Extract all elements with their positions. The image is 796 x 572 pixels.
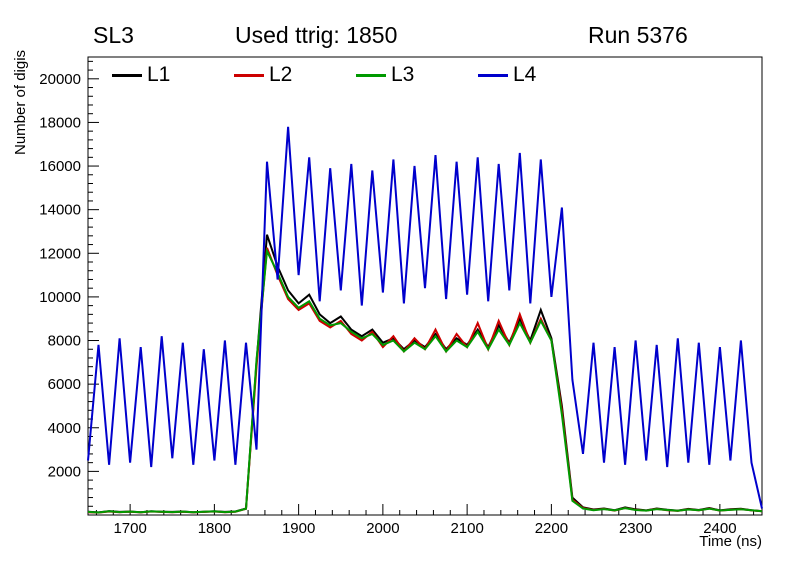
y-tick-label: 20000 — [39, 71, 81, 88]
legend-entry-l4: L4 — [478, 63, 544, 87]
legend-entry-l3: L3 — [356, 63, 422, 87]
y-tick-label: 4000 — [48, 420, 81, 437]
y-tick-label: 6000 — [48, 376, 81, 393]
run-number-label: Run 5376 — [588, 22, 688, 48]
axes-frame — [87, 56, 763, 516]
x-tick-label: 2000 — [366, 520, 399, 537]
y-tick-label: 14000 — [39, 202, 81, 219]
x-tick-label: 2200 — [535, 520, 568, 537]
chart-title: Used ttrig: 1850 — [235, 22, 398, 48]
legend-line-sample-l1 — [112, 73, 142, 77]
x-tick-label: 1900 — [282, 520, 315, 537]
x-tick-label: 1800 — [198, 520, 231, 537]
legend-label-l1: L1 — [147, 63, 171, 86]
x-tick-label: 2100 — [450, 520, 483, 537]
y-tick-label: 10000 — [39, 289, 81, 306]
series-line-l4 — [87, 126, 763, 509]
superlayer-title: SL3 — [93, 22, 134, 48]
x-tick-label: 2400 — [703, 520, 736, 537]
y-axis-title: Number of digis — [12, 49, 29, 155]
series-line-l3 — [87, 247, 763, 514]
legend-label-l4: L4 — [513, 63, 537, 86]
legend-label-l2: L2 — [269, 63, 293, 86]
legend-entry-l2: L2 — [234, 63, 300, 87]
y-tick-label: 8000 — [48, 333, 81, 350]
legend-entry-l1: L1 — [112, 63, 178, 87]
x-axis-title: Time (ns) — [699, 533, 762, 550]
legend: L1 L2 L3 L4 — [112, 63, 544, 87]
x-tick-label: 2300 — [619, 520, 652, 537]
y-tick-label: 18000 — [39, 114, 81, 131]
x-tick-label: 1700 — [113, 520, 146, 537]
y-tick-label: 2000 — [48, 463, 81, 480]
legend-line-sample-l4 — [478, 73, 508, 77]
legend-label-l3: L3 — [391, 63, 415, 86]
legend-line-sample-l3 — [356, 73, 386, 77]
y-tick-label: 12000 — [39, 245, 81, 262]
y-tick-label: 16000 — [39, 158, 81, 175]
legend-line-sample-l2 — [234, 73, 264, 77]
